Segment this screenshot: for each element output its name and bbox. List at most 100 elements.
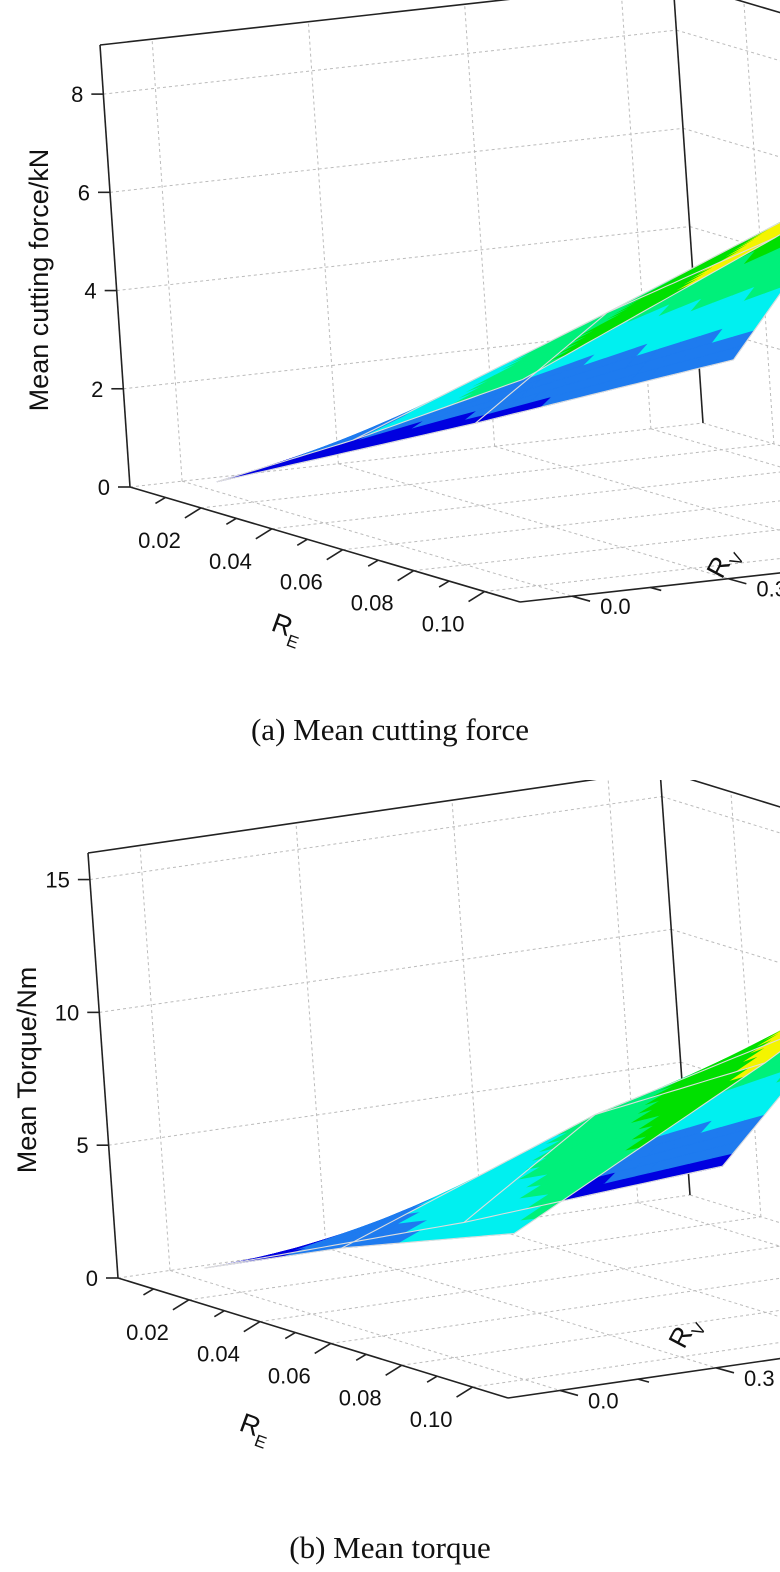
y-tick-label: 0.3	[756, 577, 780, 602]
grid-line	[689, 1194, 780, 1224]
mesh-line	[463, 1062, 766, 1223]
y-tick-label: 0.0	[588, 1388, 619, 1413]
grid-line	[451, 800, 483, 1226]
axis-line	[507, 1357, 780, 1399]
x-tick	[172, 1299, 190, 1311]
x-tick	[397, 569, 415, 582]
grid-line	[650, 428, 780, 468]
grid-line	[481, 1224, 780, 1318]
grid-line	[129, 422, 704, 488]
x-minor-tick	[426, 1375, 438, 1383]
grid-line	[413, 529, 780, 572]
grid-line	[307, 21, 339, 464]
surface	[204, 1030, 780, 1269]
x-tick	[184, 507, 202, 519]
axis-line	[689, 780, 780, 808]
x-tick-label: 0.02	[138, 528, 181, 553]
z-tick-label: 0	[86, 1266, 98, 1291]
grid-line	[472, 1341, 780, 1388]
y-axis-label: RV	[663, 1311, 710, 1356]
ticks	[77, 878, 735, 1398]
caption-b: (b) Mean torque	[289, 1530, 491, 1565]
grid-line	[108, 1061, 681, 1146]
grid-line	[259, 1245, 780, 1323]
y-tick-label: 0.3	[744, 1366, 775, 1391]
y-minor-tick	[650, 586, 662, 592]
axis-line	[519, 572, 780, 603]
mesh-line	[733, 293, 780, 361]
grid-line	[295, 822, 327, 1248]
z-tick-label: 8	[71, 82, 83, 107]
figure-b: 0510150.020.040.060.080.100.00.30.60.9Me…	[0, 780, 780, 1500]
x-tick-label: 0.08	[351, 591, 394, 616]
x-axis-label: RE	[234, 1407, 276, 1452]
z-axis-label: Mean cutting force/kN	[24, 149, 54, 412]
y-tick	[715, 1367, 735, 1374]
x-tick	[468, 590, 485, 603]
x-tick-label: 0.04	[209, 549, 252, 574]
z-tick-label: 15	[45, 868, 69, 893]
mesh-line	[216, 378, 523, 483]
surface-mesh	[216, 221, 780, 483]
grid-line	[401, 1309, 780, 1366]
grid-line	[89, 796, 662, 881]
axis-line	[117, 1277, 509, 1399]
y-axis-label: RV	[701, 541, 748, 586]
x-minor-tick	[155, 496, 166, 505]
x-minor-tick	[296, 538, 308, 546]
x-minor-tick	[367, 559, 379, 567]
mesh-line	[722, 1095, 780, 1167]
z-tick-label: 10	[55, 1000, 79, 1025]
x-minor-tick	[284, 1331, 296, 1340]
grid-line	[116, 226, 690, 292]
axis-line	[99, 0, 511, 46]
axis-line	[99, 44, 131, 488]
grid-line	[730, 791, 762, 1217]
y-minor-tick	[637, 1378, 650, 1383]
surface-cell	[775, 222, 780, 226]
grid-line	[607, 780, 639, 1203]
x-tick-label: 0.10	[410, 1407, 453, 1432]
z-axis-label: Mean Torque/Nm	[12, 967, 42, 1174]
x-tick-label: 0.08	[339, 1385, 382, 1410]
grid-line	[342, 500, 780, 551]
axis-line	[734, 0, 780, 14]
grid-line	[682, 127, 780, 158]
x-minor-tick	[438, 580, 450, 588]
z-tick-label: 6	[78, 180, 90, 205]
ticks	[91, 93, 747, 603]
grid-line	[109, 127, 684, 193]
surface-cell	[770, 1034, 780, 1042]
grid-line	[637, 1202, 780, 1247]
y-tick-label: 0.0	[600, 594, 631, 619]
grid-line	[338, 463, 729, 580]
x-tick	[314, 1342, 332, 1355]
x-tick	[243, 1320, 261, 1333]
grid-line	[169, 1269, 561, 1391]
z-tick-label: 2	[91, 377, 103, 402]
x-tick	[456, 1386, 473, 1398]
grid-line	[484, 558, 780, 593]
y-tick	[559, 1389, 579, 1397]
axis-line	[129, 486, 521, 603]
grid-line	[99, 928, 672, 1013]
grid-line	[103, 29, 677, 95]
x-tick-label: 0.10	[422, 612, 465, 637]
grid-line	[151, 39, 183, 482]
grid-line	[661, 796, 780, 834]
grid-line	[743, 1, 775, 444]
x-tick	[326, 549, 344, 561]
grid-line	[671, 928, 780, 964]
figure-a: 024680.020.040.060.080.100.00.30.60.9Mea…	[0, 0, 780, 700]
z-tick-label: 0	[98, 475, 110, 500]
grid-line	[494, 445, 780, 531]
grid-line	[188, 1216, 761, 1301]
y-tick	[728, 577, 747, 585]
chart-a: 024680.020.040.060.080.100.00.30.60.9Mea…	[24, 0, 780, 653]
grid-line	[676, 29, 780, 62]
caption-a: (a) Mean cutting force	[250, 712, 529, 747]
surface-mesh	[204, 1038, 780, 1269]
x-minor-tick	[213, 1310, 225, 1318]
axis-line	[87, 852, 119, 1279]
